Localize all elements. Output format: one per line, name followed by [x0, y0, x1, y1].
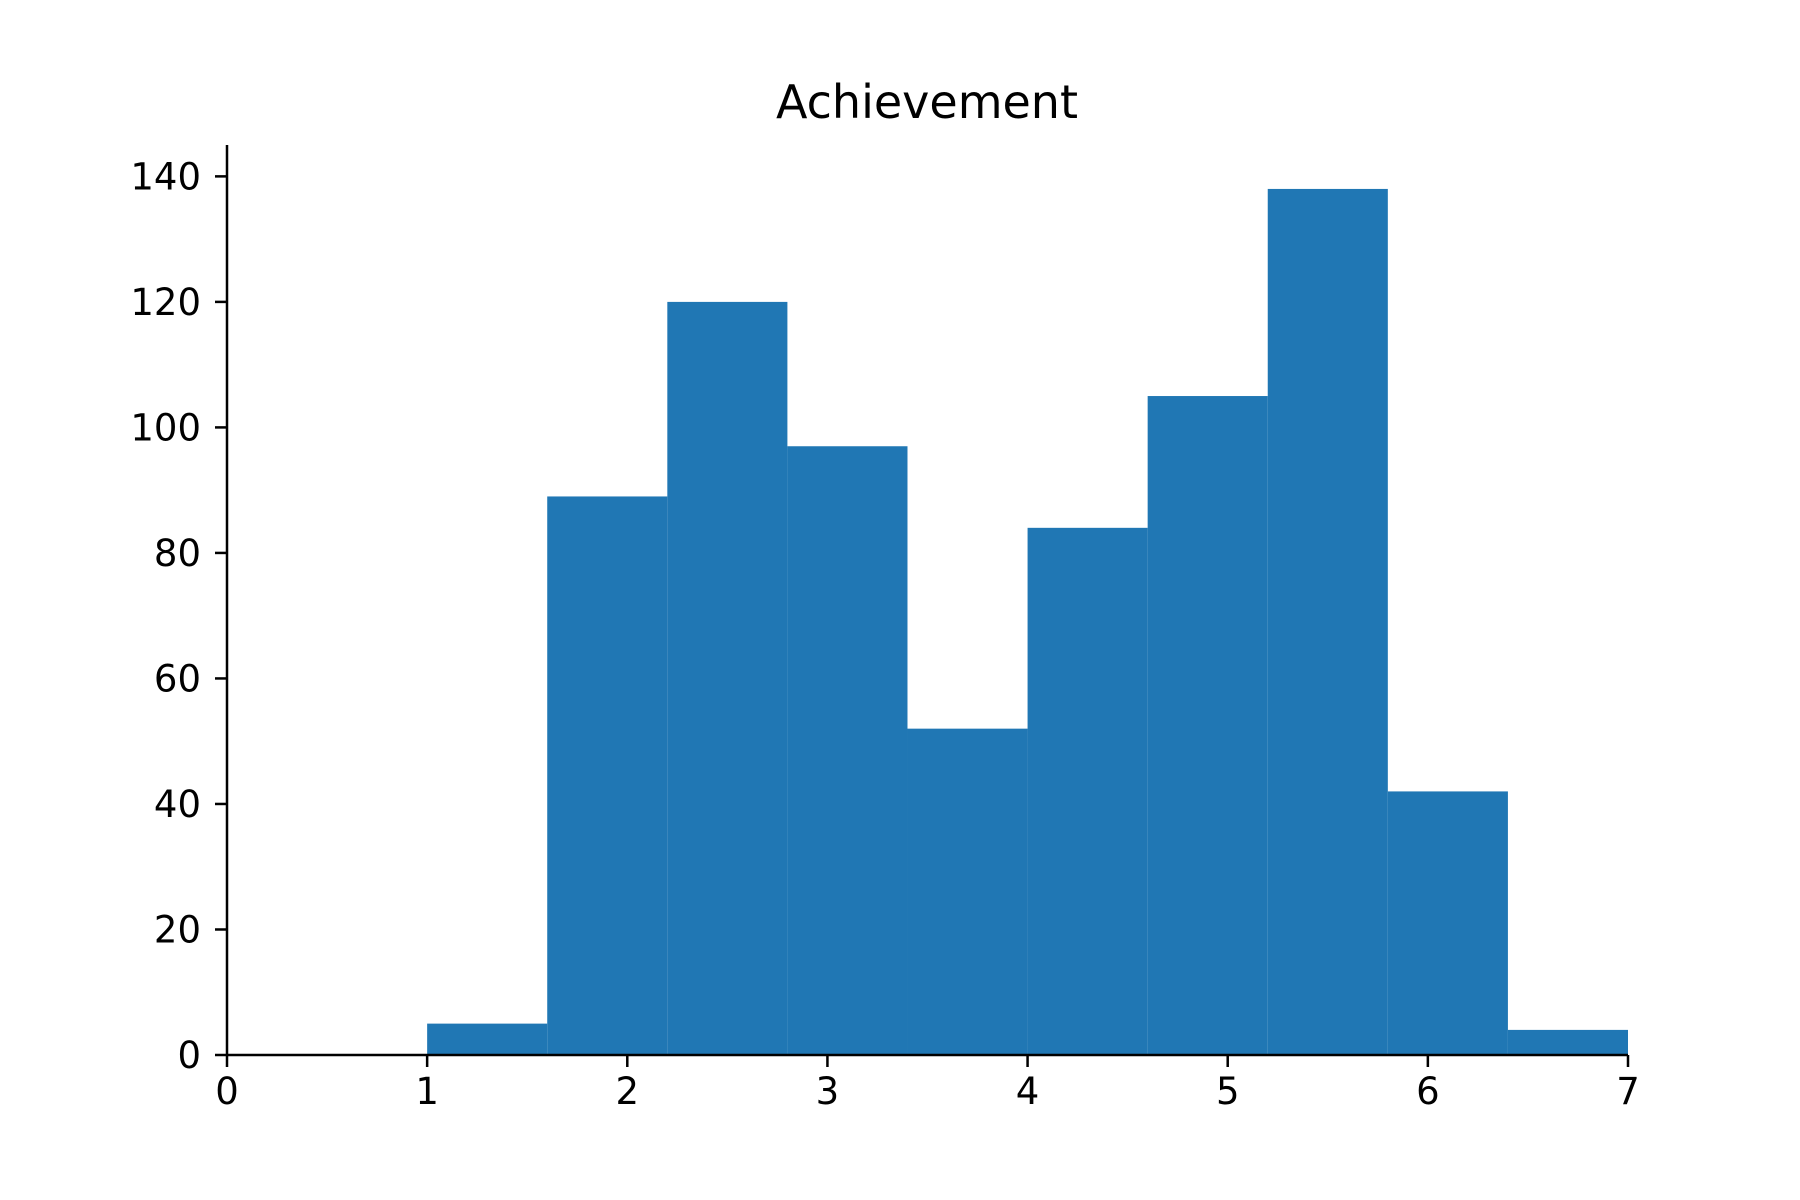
- x-tick-label-7: 7: [1616, 1070, 1640, 1113]
- histogram-bar-7: [1267, 188, 1388, 1055]
- y-tick-label-4: 80: [154, 532, 201, 575]
- histogram-bar-0: [427, 1023, 548, 1055]
- y-tick-label-1: 20: [154, 908, 201, 951]
- histogram-bar-4: [907, 728, 1028, 1055]
- x-tick-label-1: 1: [415, 1070, 439, 1113]
- histogram-bar-2: [667, 301, 788, 1055]
- y-tick-label-6: 120: [130, 281, 201, 324]
- histogram-bar-5: [1027, 527, 1148, 1055]
- histogram-bar-9: [1507, 1029, 1628, 1055]
- histogram-bar-3: [787, 446, 908, 1055]
- histogram-bar-1: [547, 496, 668, 1056]
- y-tick-label-0: 0: [177, 1034, 201, 1077]
- y-tick-label-2: 40: [154, 783, 201, 826]
- axes-group: 0 1 2 3 4 5 6 7 0 20 40 60 80 100 120 140: [130, 145, 1640, 1113]
- x-tick-label-3: 3: [816, 1070, 840, 1113]
- y-tick-label-3: 60: [154, 657, 201, 700]
- chart-title: Achievement: [776, 75, 1078, 129]
- histogram-bar-6: [1147, 396, 1268, 1055]
- x-tick-label-6: 6: [1416, 1070, 1440, 1113]
- y-tick-label-5: 100: [130, 406, 201, 449]
- x-tick-label-4: 4: [1016, 1070, 1040, 1113]
- x-tick-label-5: 5: [1216, 1070, 1240, 1113]
- x-tick-label-0: 0: [215, 1070, 239, 1113]
- histogram-bar-8: [1387, 791, 1508, 1055]
- bars-group: [427, 188, 1628, 1056]
- y-tick-label-7: 140: [130, 155, 201, 198]
- x-tick-label-2: 2: [616, 1070, 640, 1113]
